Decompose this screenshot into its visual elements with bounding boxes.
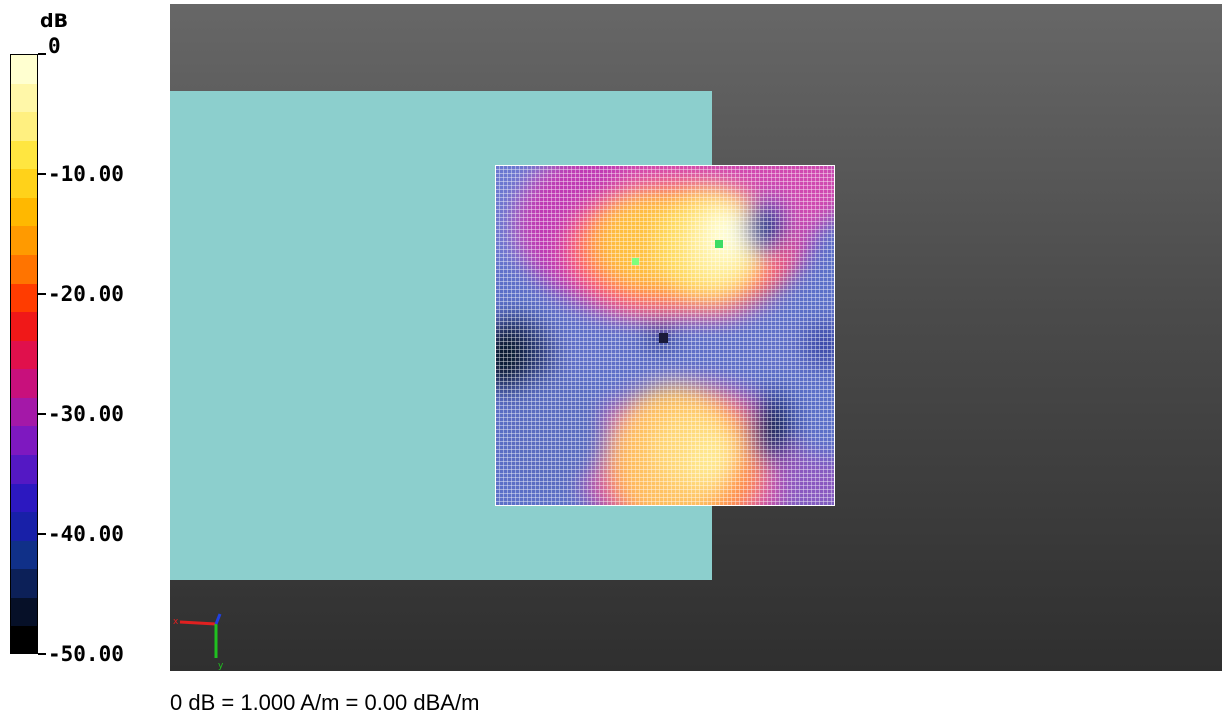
- legend-color-segment: [11, 455, 37, 485]
- legend-color-segment: [11, 226, 37, 256]
- legend-color-segment: [11, 140, 37, 171]
- legend-color-segment: [11, 340, 37, 371]
- legend-tick: [38, 653, 46, 655]
- legend-tick-label: -40.00: [48, 522, 124, 546]
- color-scale-legend: dB 0 -10.00 -20.00 -30.00 -40.00 -50.00: [0, 0, 165, 670]
- max-marker: [715, 240, 723, 248]
- legend-color-segment: [11, 540, 37, 571]
- legend-color-segment: [11, 283, 37, 314]
- axis-x-label: x: [173, 617, 179, 627]
- probe-marker: [632, 258, 639, 265]
- 3d-viewport[interactable]: x y: [170, 4, 1222, 671]
- legend-tick-label: -50.00: [48, 642, 124, 666]
- legend-color-segment: [11, 569, 37, 599]
- legend-color-segment: [11, 169, 37, 199]
- legend-unit-label: dB: [40, 10, 69, 32]
- legend-color-segment: [11, 255, 37, 285]
- legend-tick: [38, 293, 46, 295]
- min-marker: [659, 333, 668, 343]
- axis-triad-icon: x y: [173, 613, 224, 670]
- legend-tick-label: -30.00: [48, 402, 124, 426]
- legend-color-segment: [11, 55, 37, 85]
- legend-tick: [38, 173, 46, 175]
- legend-tick-label: 0: [48, 34, 61, 58]
- axis-y-label: y: [218, 661, 224, 670]
- legend-color-segment: [11, 512, 37, 542]
- legend-color-segment: [11, 397, 37, 428]
- legend-color-segment: [11, 426, 37, 456]
- legend-color-segment: [11, 369, 37, 399]
- legend-tick-label: -20.00: [48, 282, 124, 306]
- legend-color-bar: [10, 54, 38, 654]
- legend-color-segment: [11, 83, 37, 114]
- field-distribution-map: [495, 165, 835, 506]
- legend-color-segment: [11, 197, 37, 228]
- legend-color-segment: [11, 626, 37, 653]
- legend-tick: [38, 533, 46, 535]
- legend-color-segment: [11, 483, 37, 514]
- legend-tick: [38, 53, 46, 55]
- legend-tick-label: -10.00: [48, 162, 124, 186]
- legend-color-segment: [11, 597, 37, 628]
- legend-color-segment: [11, 312, 37, 342]
- reference-level-caption: 0 dB = 1.000 A/m = 0.00 dBA/m: [170, 690, 480, 715]
- legend-tick: [38, 413, 46, 415]
- legend-color-segment: [11, 112, 37, 142]
